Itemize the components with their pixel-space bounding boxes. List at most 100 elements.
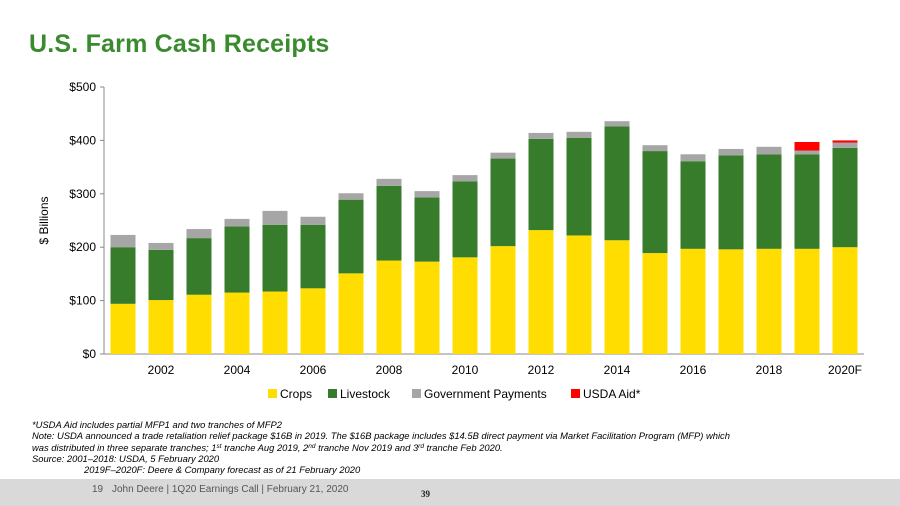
bar-crops-2002 <box>148 300 174 354</box>
bar-crops-2005 <box>262 291 288 354</box>
bar-usda-aid-2019f <box>794 142 820 151</box>
bar-crops-2006 <box>300 288 326 354</box>
legend-swatch-government-payments <box>412 389 421 398</box>
chart-bars <box>110 121 858 354</box>
legend-label-government-payments: Government Payments <box>424 387 547 401</box>
bar-government-payments-2018 <box>756 146 782 155</box>
bar-crops-2010 <box>452 257 478 354</box>
x-tick-label: 2008 <box>376 363 403 377</box>
bar-crops-2004 <box>224 292 250 354</box>
bar-livestock-2018 <box>756 154 782 249</box>
bar-usda-aid-2020f <box>832 140 858 143</box>
bar-livestock-2004 <box>224 226 250 293</box>
bar-government-payments-2004 <box>224 218 250 227</box>
bar-crops-2019f <box>794 248 820 354</box>
legend-swatch-usda-aid <box>571 389 580 398</box>
bar-crops-2009 <box>414 261 440 354</box>
bar-livestock-2016 <box>680 161 706 249</box>
bar-government-payments-2005 <box>262 210 288 225</box>
x-tick-label: 2018 <box>756 363 783 377</box>
bar-livestock-2009 <box>414 197 440 262</box>
bar-crops-2003 <box>186 294 212 354</box>
footer-bar: 19 John Deere | 1Q20 Earnings Call | Feb… <box>0 479 900 506</box>
chart-axes: $0 $100 $200 $300 $400 $500 $ Billions 2002 2004… <box>37 80 864 377</box>
bar-livestock-2007 <box>338 199 364 274</box>
bar-livestock-2017 <box>718 155 744 250</box>
bar-livestock-2019f <box>794 154 820 249</box>
chart-notes: *USDA Aid includes partial MFP1 and two … <box>32 419 882 475</box>
bar-government-payments-2011 <box>490 152 516 159</box>
bar-livestock-2006 <box>300 224 326 289</box>
x-tick-label: 2016 <box>680 363 707 377</box>
bar-livestock-2002 <box>148 249 174 301</box>
bar-government-payments-2012 <box>528 132 554 139</box>
bar-livestock-2005 <box>262 224 288 292</box>
bar-crops-2012 <box>528 230 554 354</box>
footer-text: John Deere | 1Q20 Earnings Call | Februa… <box>112 484 349 495</box>
bar-crops-2017 <box>718 249 744 354</box>
bar-livestock-2011 <box>490 158 516 247</box>
bar-government-payments-2010 <box>452 175 478 182</box>
y-tick-label: $500 <box>69 80 96 94</box>
bar-crops-2016 <box>680 248 706 354</box>
bar-crops-2014 <box>604 240 630 354</box>
legend-swatch-crops <box>268 389 277 398</box>
bar-livestock-2012 <box>528 138 554 231</box>
bar-livestock-2010 <box>452 181 478 258</box>
bar-government-payments-2014 <box>604 121 630 127</box>
bar-crops-2015 <box>642 253 668 354</box>
x-tick-label: 2002 <box>148 363 175 377</box>
bar-crops-2001 <box>110 303 136 354</box>
bar-livestock-2020f <box>832 147 858 248</box>
y-tick-label: $100 <box>69 294 96 308</box>
note-forecast: 2019F–2020F: Deere & Company forecast as… <box>84 464 361 476</box>
bar-livestock-2001 <box>110 247 136 304</box>
bar-livestock-2008 <box>376 185 402 261</box>
bar-government-payments-2003 <box>186 229 212 239</box>
bar-government-payments-2006 <box>300 216 326 225</box>
page-title: U.S. Farm Cash Receipts <box>29 30 330 58</box>
x-tick-label: 2020F <box>828 363 862 377</box>
bar-government-payments-2002 <box>148 242 174 250</box>
bar-government-payments-2015 <box>642 145 668 152</box>
x-tick-label: 2014 <box>604 363 631 377</box>
y-axis-title: $ Billions <box>37 196 51 244</box>
bar-government-payments-2001 <box>110 234 136 248</box>
bar-crops-2008 <box>376 260 402 354</box>
note-trade-relief: Note: USDA announced a trade retaliation… <box>32 430 730 442</box>
bar-livestock-2003 <box>186 238 212 295</box>
y-tick-label: $0 <box>83 347 97 361</box>
y-tick-label: $200 <box>69 240 96 254</box>
x-tick-label: 2004 <box>224 363 251 377</box>
bar-government-payments-2008 <box>376 178 402 186</box>
bar-crops-2018 <box>756 248 782 354</box>
bar-livestock-2014 <box>604 126 630 241</box>
legend-label-crops: Crops <box>280 387 312 401</box>
bar-livestock-2013 <box>566 137 592 236</box>
slide-number: 19 <box>92 484 104 495</box>
note-usda-aid: *USDA Aid includes partial MFP1 and two … <box>32 419 282 430</box>
x-tick-label: 2012 <box>528 363 555 377</box>
note-tranches: was distributed in three separate tranch… <box>32 441 503 453</box>
chart-legend: Crops Livestock Government Payments USDA Ai… <box>268 387 641 401</box>
y-tick-label: $400 <box>69 133 96 147</box>
bar-government-payments-2007 <box>338 193 364 200</box>
bar-government-payments-2020f <box>832 142 858 148</box>
bar-crops-2020f <box>832 247 858 354</box>
bar-government-payments-2019f <box>794 150 820 155</box>
bar-government-payments-2016 <box>680 154 706 162</box>
legend-swatch-livestock <box>328 389 337 398</box>
bar-crops-2013 <box>566 235 592 354</box>
legend-label-livestock: Livestock <box>340 387 391 401</box>
stacked-bar-chart: $0 $100 $200 $300 $400 $500 $ Billions 2002 2004… <box>37 80 864 401</box>
legend-label-usda-aid: USDA Aid* <box>583 387 641 401</box>
bar-government-payments-2009 <box>414 191 440 198</box>
y-tick-label: $300 <box>69 187 96 201</box>
bar-livestock-2015 <box>642 151 668 254</box>
bar-crops-2007 <box>338 273 364 354</box>
page-stamp: 39 <box>421 489 430 499</box>
x-tick-label: 2006 <box>300 363 327 377</box>
x-tick-label: 2010 <box>452 363 479 377</box>
bar-crops-2011 <box>490 246 516 354</box>
note-source: Source: 2001–2018: USDA, 5 February 2020 <box>32 452 220 464</box>
